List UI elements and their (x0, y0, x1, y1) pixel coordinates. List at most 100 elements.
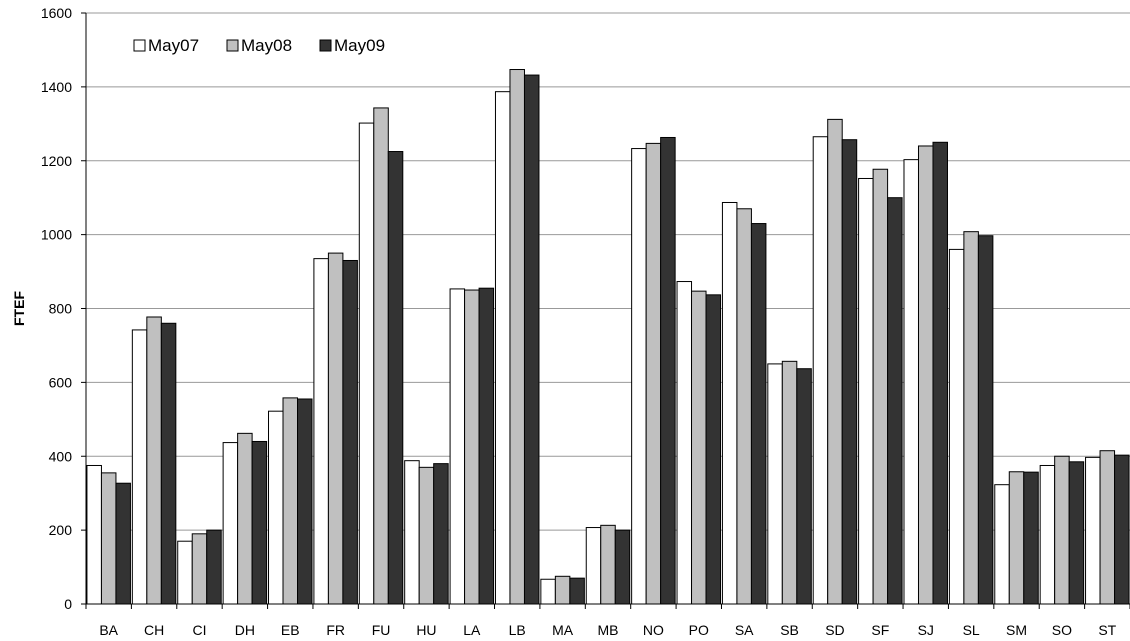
bar-may07-dh (222, 442, 239, 605)
bar-may09-mb (614, 529, 631, 605)
bar-may09-sl (977, 235, 994, 605)
x-category-label: SJ (918, 622, 934, 638)
y-tick-label: 1200 (41, 153, 72, 169)
x-category-label: LA (463, 622, 481, 638)
bar-may08-mb (600, 524, 616, 605)
bar-may08-sa (736, 208, 752, 605)
x-category-label: NO (643, 622, 664, 638)
x-category-label: ST (1098, 622, 1116, 638)
bar-may07-la (449, 288, 466, 605)
x-category-label: BA (99, 622, 118, 638)
y-tick-label: 200 (49, 522, 73, 538)
bar-may09-sm (1023, 471, 1039, 605)
bar-may08-ci (191, 533, 208, 605)
legend-label-may09: May09 (334, 36, 385, 55)
bar-may07-sb (767, 363, 783, 605)
bar-may09-fu (387, 151, 404, 605)
y-tick-labels: 0 200 400 600 800 1000 1200 1400 1600 (41, 5, 72, 612)
bar-may07-no (631, 148, 647, 605)
x-category-label: CH (144, 622, 164, 638)
legend-swatch-may07 (133, 39, 146, 52)
bar-may09-po (705, 294, 722, 605)
legend-label-may07: May07 (148, 36, 199, 55)
x-category-label: SO (1052, 622, 1072, 638)
y-tick-label: 600 (49, 374, 73, 390)
legend-swatch-may08 (226, 39, 239, 52)
x-category-label: DH (235, 622, 255, 638)
bar-may07-ch (131, 329, 148, 605)
bar-may08-st (1099, 450, 1116, 605)
bar-may09-la (478, 287, 495, 605)
x-category-label: SF (871, 622, 889, 638)
x-category-label: SM (1006, 622, 1027, 638)
bar-may07-fr (313, 258, 329, 605)
y-axis-title: FTEF (11, 291, 27, 326)
bar-may08-sb (781, 360, 798, 605)
bar-may09-fr (342, 259, 358, 605)
bar-may08-sj (917, 145, 934, 605)
bar-may07-sj (903, 159, 919, 605)
bar-may08-sm (1008, 471, 1025, 605)
bar-may08-ba (100, 472, 117, 605)
bar-may08-lb (509, 69, 525, 605)
bar-may08-so (1054, 455, 1070, 605)
bar-may07-so (1039, 464, 1056, 605)
bar-may08-dh (237, 432, 253, 605)
bar-may09-sf (887, 197, 903, 605)
bar-may09-sd (841, 139, 858, 605)
bar-may08-sf (872, 168, 889, 605)
bar-may09-sa (750, 223, 767, 605)
bar-may09-hu (433, 463, 449, 605)
bar-may08-la (464, 289, 480, 605)
legend-label-may08: May08 (241, 36, 292, 55)
x-category-label: FR (326, 622, 345, 638)
bar-may07-eb (268, 410, 284, 605)
y-tick-label: 1400 (41, 79, 72, 95)
bar-may07-lb (494, 91, 511, 605)
bar-may08-ch (146, 316, 162, 605)
bar-may09-ba (115, 482, 131, 605)
bar-may09-st (1114, 454, 1130, 605)
bar-may08-sl (963, 231, 979, 605)
x-category-label: EB (281, 622, 300, 638)
x-category-label: HU (416, 622, 436, 638)
bar-may08-sd (827, 118, 843, 605)
bar-may07-st (1085, 456, 1101, 605)
y-tick-label: 400 (49, 448, 73, 464)
legend-swatch-may09 (319, 39, 332, 52)
bar-may09-so (1068, 461, 1085, 605)
bar-may07-sm (994, 484, 1010, 605)
bar-may07-fu (358, 122, 375, 605)
bar-may08-ma (554, 575, 571, 605)
bar-may09-no (660, 136, 676, 605)
x-category-label: MA (552, 622, 574, 638)
x-category-label: PO (689, 622, 709, 638)
x-category-label: SD (825, 622, 844, 638)
bar-may09-sb (796, 368, 812, 605)
bar-may09-eb (297, 398, 313, 605)
bars (86, 69, 1130, 605)
bar-may08-no (645, 142, 662, 605)
bar-may08-fr (327, 252, 344, 605)
bar-may07-po (676, 281, 693, 605)
y-tick-label: 1600 (41, 5, 72, 21)
bar-may08-eb (282, 397, 299, 605)
x-category-label: SA (735, 622, 754, 638)
bar-may09-ch (160, 322, 177, 605)
bar-may09-ma (569, 577, 585, 605)
x-category-label: SL (963, 622, 980, 638)
bar-may08-po (691, 290, 707, 605)
bar-may09-dh (251, 440, 268, 605)
x-category-label: SB (780, 622, 799, 638)
y-tick-label: 800 (49, 301, 73, 317)
bar-may09-lb (523, 74, 540, 605)
x-category-label: MB (598, 622, 619, 638)
x-category-label: CI (192, 622, 206, 638)
bar-may08-fu (373, 107, 389, 605)
bar-may07-ma (540, 578, 556, 605)
bar-may07-sd (812, 136, 829, 605)
bar-may09-ci (206, 529, 222, 605)
y-tick-label: 0 (64, 596, 72, 612)
x-category-label: LB (509, 622, 526, 638)
